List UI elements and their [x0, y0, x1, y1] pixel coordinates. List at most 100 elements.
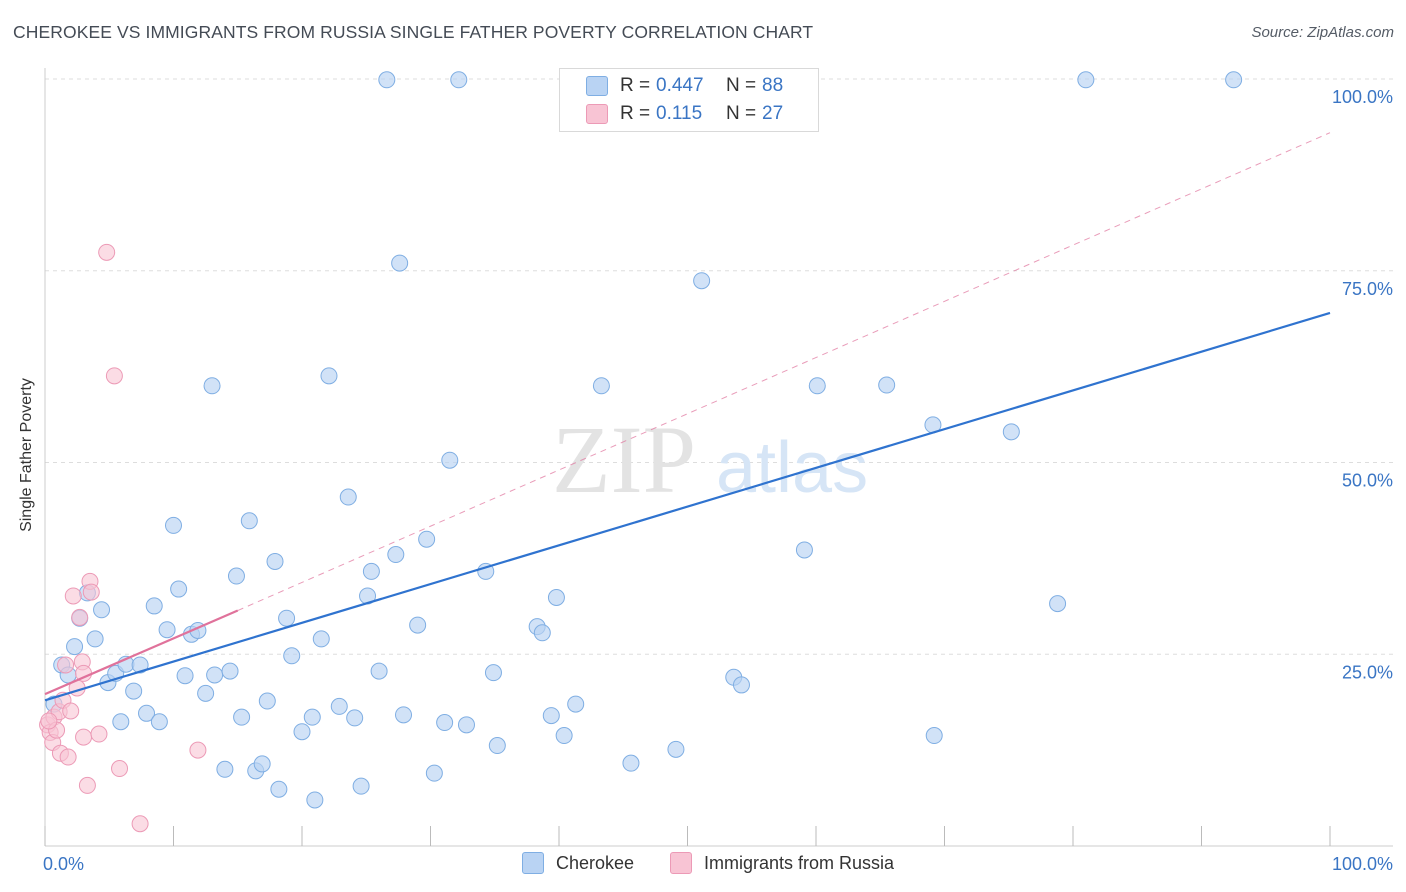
y-tick-label: 50.0%	[1342, 471, 1393, 491]
cherokee-point	[418, 530, 436, 548]
cherokee-point	[312, 630, 330, 648]
legend-row-cherokee: R = 0.447 N = 88	[586, 75, 783, 97]
cherokee-point	[488, 737, 506, 755]
cherokee-point	[330, 697, 348, 715]
cherokee-point	[125, 682, 143, 700]
russia-point	[189, 741, 207, 759]
russia-point	[75, 728, 93, 746]
russia-swatch	[670, 852, 692, 874]
cherokee-point	[203, 377, 221, 395]
cherokee-point	[667, 740, 685, 758]
cherokee-point	[278, 609, 296, 627]
cherokee-swatch	[522, 852, 544, 874]
correlation-legend: R = 0.447 N = 88 R = 0.115 N = 27	[559, 68, 819, 132]
cherokee-point	[283, 647, 301, 665]
cherokee-point	[206, 666, 224, 684]
russia-point	[64, 587, 82, 605]
russia-point	[131, 815, 149, 833]
russia-swatch	[586, 104, 608, 124]
watermark-zip: ZIP	[552, 406, 696, 513]
n-label: N =	[726, 103, 757, 124]
russia-point	[57, 656, 75, 674]
cherokee-point	[158, 621, 176, 639]
russia-points	[39, 243, 207, 833]
r-value-cherokee: 0.447	[656, 75, 704, 96]
cherokee-point	[1049, 595, 1067, 613]
cherokee-point	[352, 777, 370, 795]
cherokee-point	[346, 709, 364, 727]
cherokee-point	[165, 516, 182, 534]
cherokee-point	[370, 662, 388, 680]
russia-point	[59, 748, 77, 766]
cherokee-point	[547, 588, 565, 606]
n-value-cherokee: 88	[762, 75, 784, 96]
grid-lines	[45, 78, 1393, 655]
cherokee-point	[484, 664, 502, 682]
cherokee-point	[1077, 71, 1095, 89]
legend-label-russia: Immigrants from Russia	[704, 852, 895, 873]
cherokee-point	[66, 638, 84, 656]
cherokee-point	[216, 760, 234, 778]
cherokee-point	[533, 624, 551, 642]
cherokee-point	[477, 562, 495, 580]
cherokee-point	[270, 780, 288, 798]
cherokee-point	[362, 562, 380, 580]
cherokee-point	[878, 376, 896, 394]
cherokee-point	[176, 667, 194, 685]
cherokee-point	[391, 254, 409, 272]
cherokee-swatch	[586, 76, 608, 96]
legend-item-russia[interactable]: Immigrants from Russia	[670, 852, 894, 874]
cherokee-point	[293, 723, 311, 741]
cherokee-point	[306, 791, 324, 809]
x-tick-label: 0.0%	[43, 854, 84, 874]
cherokee-point	[592, 377, 610, 395]
legend-row-russia: R = 0.115 N = 27	[586, 103, 783, 125]
n-value-russia: 27	[762, 103, 784, 124]
chart-title: CHEROKEE VS IMMIGRANTS FROM RUSSIA SINGL…	[13, 22, 814, 42]
cherokee-points	[45, 71, 1243, 809]
cherokee-point	[197, 684, 215, 702]
cherokee-point	[253, 755, 271, 773]
legend-item-cherokee[interactable]: Cherokee	[522, 852, 634, 874]
cherokee-point	[395, 706, 413, 724]
cherokee-point	[258, 692, 276, 710]
trend-lines	[44, 132, 1331, 702]
cherokee-trend-line	[44, 311, 1331, 702]
cherokee-point	[221, 662, 239, 680]
cherokee-point	[425, 764, 443, 782]
tick-labels: 25.0% 50.0% 75.0% 100.0% 0.0% 100.0%	[43, 87, 1393, 874]
cherokee-point	[170, 580, 188, 598]
russia-point	[78, 776, 96, 794]
axes	[44, 68, 1393, 847]
cherokee-point	[227, 567, 245, 585]
cherokee-point	[131, 656, 149, 674]
cherokee-point	[1225, 71, 1243, 89]
n-label: N =	[726, 75, 757, 96]
russia-point	[82, 583, 100, 601]
russia-trend-line	[44, 609, 239, 696]
cherokee-point	[150, 713, 168, 731]
russia-point	[105, 367, 123, 385]
cherokee-point	[339, 488, 357, 506]
legend-label-cherokee: Cherokee	[556, 852, 635, 873]
source-label: Source: ZipAtlas.com	[1251, 24, 1394, 41]
russia-point	[71, 608, 89, 626]
cherokee-point	[93, 601, 111, 619]
cherokee-point	[436, 714, 454, 732]
watermark-atlas: atlas	[716, 428, 868, 508]
cherokee-point	[303, 708, 321, 726]
cherokee-point	[808, 377, 826, 395]
y-tick-label: 100.0%	[1332, 87, 1393, 107]
cherokee-point	[925, 727, 943, 745]
cherokee-point	[567, 695, 585, 713]
cherokee-point	[555, 727, 573, 745]
cherokee-point	[732, 676, 750, 694]
r-label: R =	[620, 75, 651, 96]
russia-point	[111, 760, 129, 778]
cherokee-point	[795, 541, 813, 559]
y-axis-label: Single Father Poverty	[18, 378, 35, 532]
series-legend: Cherokee Immigrants from Russia	[0, 852, 1406, 876]
cherokee-point	[378, 71, 396, 89]
cherokee-point	[1002, 423, 1020, 441]
